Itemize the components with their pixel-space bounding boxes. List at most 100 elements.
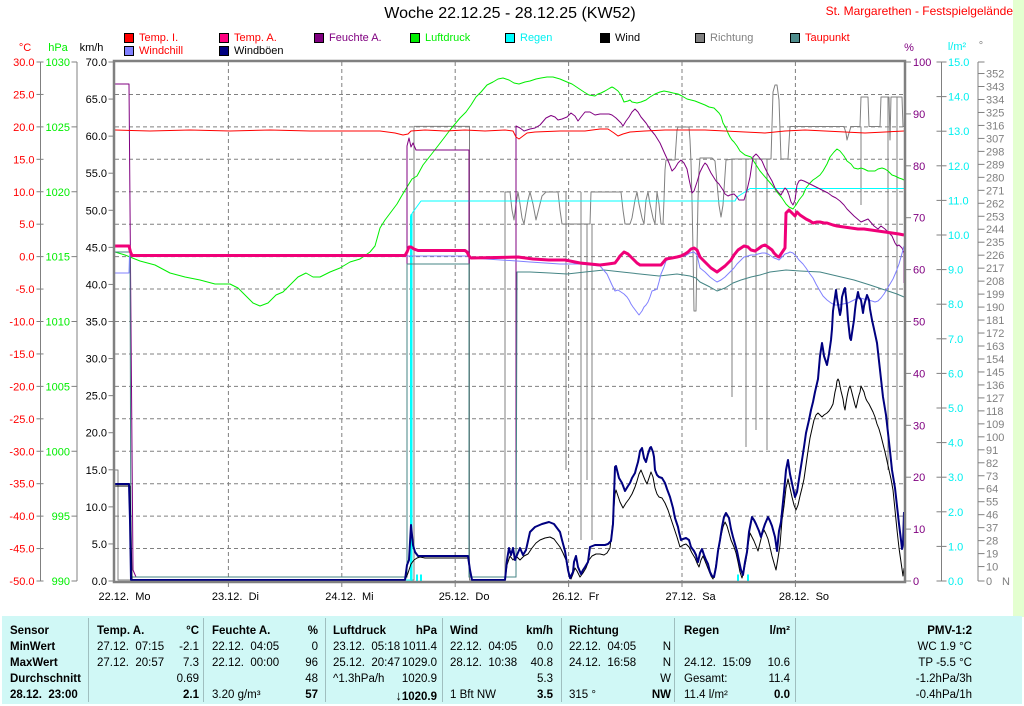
svg-text:15.0: 15.0	[13, 154, 34, 166]
svg-text:5.0: 5.0	[92, 539, 107, 551]
svg-text:40: 40	[913, 368, 925, 380]
svg-text:136: 136	[986, 380, 1004, 392]
svg-text:20.0: 20.0	[86, 428, 107, 440]
svg-text:46: 46	[986, 510, 998, 522]
svg-text:N: N	[1002, 576, 1010, 588]
svg-text:40.0: 40.0	[86, 279, 107, 291]
svg-text:1010: 1010	[46, 317, 70, 329]
svg-text:45.0: 45.0	[86, 242, 107, 254]
svg-text:28.12. So: 28.12. So	[779, 591, 829, 603]
svg-text:0.0: 0.0	[92, 576, 107, 588]
svg-text:298: 298	[986, 146, 1004, 158]
svg-text:0.0: 0.0	[19, 252, 34, 264]
svg-text:37: 37	[986, 523, 998, 535]
svg-text:30: 30	[913, 420, 925, 432]
svg-text:91: 91	[986, 445, 998, 457]
svg-text:990: 990	[52, 576, 70, 588]
svg-text:15.0: 15.0	[948, 57, 969, 69]
svg-text:30.0: 30.0	[13, 57, 34, 69]
svg-text:6.0: 6.0	[948, 368, 963, 380]
svg-text:-25.0: -25.0	[9, 414, 34, 426]
svg-text:190: 190	[986, 302, 1004, 314]
svg-text:181: 181	[986, 315, 1004, 327]
svg-text:172: 172	[986, 328, 1004, 340]
svg-text:100: 100	[913, 57, 931, 69]
svg-text:1000: 1000	[46, 446, 70, 458]
svg-text:l/m²: l/m²	[948, 41, 967, 53]
svg-text:-5.0: -5.0	[16, 284, 35, 296]
svg-text:109: 109	[986, 419, 1004, 431]
svg-text:235: 235	[986, 237, 1004, 249]
svg-text:995: 995	[52, 511, 70, 523]
svg-text:100: 100	[986, 432, 1004, 444]
svg-text:1005: 1005	[46, 381, 70, 393]
svg-text:23.12. Di: 23.12. Di	[212, 591, 259, 603]
svg-text:0: 0	[986, 576, 992, 588]
svg-text:30.0: 30.0	[86, 354, 107, 366]
svg-text:-40.0: -40.0	[9, 511, 34, 523]
svg-text:55: 55	[986, 497, 998, 509]
svg-text:-50.0: -50.0	[9, 576, 34, 588]
svg-text:352: 352	[986, 69, 1004, 81]
svg-text:10: 10	[986, 562, 998, 574]
svg-text:244: 244	[986, 224, 1004, 236]
svg-text:2.0: 2.0	[948, 507, 963, 519]
svg-text:73: 73	[986, 471, 998, 483]
svg-text:10.0: 10.0	[86, 502, 107, 514]
svg-text:70: 70	[913, 213, 925, 225]
svg-text:12.0: 12.0	[948, 161, 969, 173]
svg-text:°: °	[979, 40, 983, 52]
svg-text:199: 199	[986, 289, 1004, 301]
svg-text:1030: 1030	[46, 57, 70, 69]
svg-text:10.0: 10.0	[13, 187, 34, 199]
svg-text:20: 20	[913, 472, 925, 484]
svg-text:-10.0: -10.0	[9, 317, 34, 329]
svg-text:60: 60	[913, 265, 925, 277]
svg-text:10.0: 10.0	[948, 230, 969, 242]
svg-text:154: 154	[986, 354, 1004, 366]
svg-text:-45.0: -45.0	[9, 544, 34, 556]
svg-text:90: 90	[913, 109, 925, 121]
svg-text:20.0: 20.0	[13, 122, 34, 134]
svg-text:50.0: 50.0	[86, 205, 107, 217]
svg-text:343: 343	[986, 82, 1004, 94]
svg-text:208: 208	[986, 276, 1004, 288]
svg-text:145: 145	[986, 367, 1004, 379]
svg-text:-15.0: -15.0	[9, 349, 34, 361]
svg-text:271: 271	[986, 185, 1004, 197]
svg-text:35.0: 35.0	[86, 317, 107, 329]
svg-text:-35.0: -35.0	[9, 479, 34, 491]
svg-text:km/h: km/h	[80, 42, 104, 54]
svg-text:65.0: 65.0	[86, 94, 107, 106]
svg-text:24.12. Mi: 24.12. Mi	[325, 591, 373, 603]
svg-text:289: 289	[986, 159, 1004, 171]
svg-text:26.12. Fr: 26.12. Fr	[552, 591, 599, 603]
svg-text:22.12. Mo: 22.12. Mo	[99, 591, 151, 603]
svg-text:15.0: 15.0	[86, 465, 107, 477]
svg-text:7.0: 7.0	[948, 334, 963, 346]
svg-text:0: 0	[913, 576, 919, 588]
svg-text:13.0: 13.0	[948, 126, 969, 138]
svg-text:325: 325	[986, 107, 1004, 119]
svg-text:8.0: 8.0	[948, 299, 963, 311]
svg-text:hPa: hPa	[48, 42, 68, 54]
svg-text:5.0: 5.0	[19, 219, 34, 231]
svg-text:19: 19	[986, 549, 998, 561]
svg-text:-20.0: -20.0	[9, 381, 34, 393]
svg-text:1025: 1025	[46, 122, 70, 134]
svg-text:25.0: 25.0	[86, 391, 107, 403]
svg-text:3.0: 3.0	[948, 472, 963, 484]
svg-text:280: 280	[986, 172, 1004, 184]
svg-text:25.12. Do: 25.12. Do	[439, 591, 490, 603]
svg-text:334: 334	[986, 94, 1004, 106]
svg-text:163: 163	[986, 341, 1004, 353]
svg-text:27.12. Sa: 27.12. Sa	[666, 591, 717, 603]
svg-text:14.0: 14.0	[948, 92, 969, 104]
svg-text:5.0: 5.0	[948, 403, 963, 415]
svg-text:55.0: 55.0	[86, 168, 107, 180]
svg-text:262: 262	[986, 198, 1004, 210]
svg-text:°C: °C	[19, 42, 31, 54]
svg-text:80: 80	[913, 161, 925, 173]
svg-text:-30.0: -30.0	[9, 446, 34, 458]
svg-text:11.0: 11.0	[948, 195, 969, 207]
